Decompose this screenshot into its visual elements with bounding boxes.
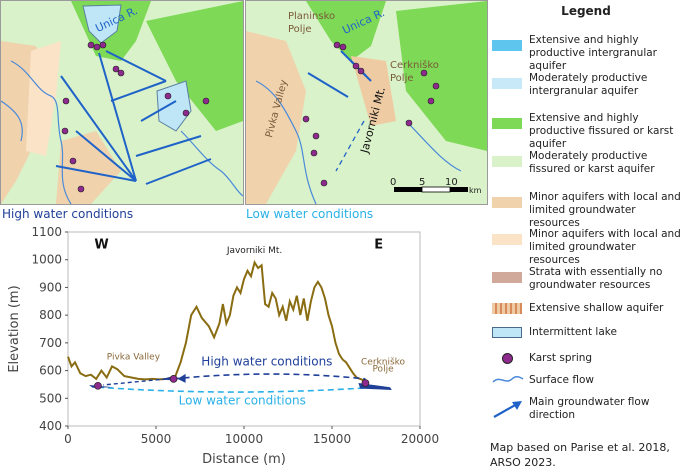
legend-swatch bbox=[492, 40, 522, 51]
label-pivka-valley: Pivka Valley bbox=[107, 352, 161, 362]
legend-label: Extensive and highly productive fissured… bbox=[529, 112, 674, 150]
label-low-water: Low water conditions bbox=[179, 393, 306, 407]
legend-label: Intermittent lake bbox=[529, 326, 617, 338]
legend-swatch bbox=[492, 234, 522, 245]
legend-label: Surface flow bbox=[529, 374, 594, 386]
groundwater-flow-arrow-icon bbox=[493, 401, 522, 418]
legend-swatch bbox=[492, 118, 522, 129]
label-cerknisko-line2: Polje bbox=[372, 364, 394, 374]
elevation-profile-line bbox=[67, 260, 368, 383]
legend-label: Moderately productive intergranular aqui… bbox=[529, 72, 648, 97]
legend-label: Main groundwater flow direction bbox=[529, 396, 650, 421]
scale-tick-10: 10 bbox=[445, 177, 458, 188]
x-tick-label: 5000 bbox=[141, 432, 172, 446]
legend-label: Minor aquifers with local and limited gr… bbox=[529, 191, 681, 229]
legend-item-groundwater-flow: Main groundwater flow direction bbox=[487, 396, 685, 426]
high-water-arrowhead bbox=[177, 373, 186, 383]
direction-east: E bbox=[374, 238, 383, 253]
y-tick-label: 400 bbox=[39, 419, 62, 433]
map-label-planinsko-text: Planinsko Polje bbox=[288, 11, 336, 35]
legend-item-karst-moderate: Moderately productive fissured or karst … bbox=[487, 150, 685, 180]
high-water-map-graphic bbox=[1, 1, 243, 204]
surface-flow-icon bbox=[492, 375, 524, 383]
y-tick-label: 1100 bbox=[31, 226, 62, 239]
label-javorniki: Javorniki Mt. bbox=[226, 246, 282, 256]
x-axis-title: Distance (m) bbox=[202, 452, 286, 467]
legend-item-karst-high: Extensive and highly productive fissured… bbox=[487, 112, 685, 150]
legend-item-intermittent-lake: Intermittent lake bbox=[487, 326, 685, 356]
y-tick-label: 800 bbox=[39, 308, 62, 322]
scale-tick-5: 5 bbox=[419, 177, 426, 188]
karst-spring-icon bbox=[502, 353, 513, 364]
legend-swatch bbox=[492, 78, 522, 89]
legend-item-intergranular-high: Extensive and highly productive intergra… bbox=[487, 34, 685, 72]
label-high-water: High water conditions bbox=[201, 355, 332, 369]
high-water-flow-path bbox=[173, 373, 366, 380]
high-water-map: Unica R. bbox=[0, 0, 244, 205]
legend-item-karst-spring: Karst spring bbox=[487, 352, 685, 382]
karst-spring-marker bbox=[361, 379, 370, 387]
low-water-caption: Low water conditions bbox=[246, 207, 374, 221]
y-tick-label: 500 bbox=[39, 391, 62, 405]
legend-label: Extensive shallow aquifer bbox=[529, 302, 664, 314]
legend: Legend Extensive and highly productive i… bbox=[487, 0, 685, 474]
map-label-cerknisko: Cerkniško Polje bbox=[390, 59, 450, 85]
source-note-line-1: Map based on Parise et al. 2018, bbox=[490, 441, 670, 454]
legend-item-surface-flow: Surface flow bbox=[487, 374, 685, 404]
map-label-planinsko: Planinsko Polje bbox=[288, 10, 358, 36]
legend-label: Minor aquifers with local and limited gr… bbox=[529, 228, 681, 266]
legend-title: Legend bbox=[561, 4, 611, 18]
legend-swatch bbox=[492, 327, 522, 338]
legend-swatch-hatched bbox=[492, 303, 522, 314]
legend-swatch bbox=[492, 156, 522, 167]
legend-item-no-groundwater: Strata with essentially no groundwater r… bbox=[487, 266, 685, 296]
scale-unit: km bbox=[469, 186, 482, 195]
source-note: Map based on Parise et al. 2018, ARSO 20… bbox=[490, 440, 670, 470]
legend-swatch bbox=[492, 272, 522, 283]
karst-spring-marker bbox=[169, 375, 178, 383]
x-tick-label: 15000 bbox=[313, 432, 351, 446]
y-tick-label: 600 bbox=[39, 364, 62, 378]
y-tick-label: 900 bbox=[39, 280, 62, 294]
legend-item-shallow-aquifer: Extensive shallow aquifer bbox=[487, 302, 685, 332]
legend-item-intergranular-moderate: Moderately productive intergranular aqui… bbox=[487, 72, 685, 102]
source-note-line-2: ARSO 2023. bbox=[490, 456, 556, 469]
legend-label: Extensive and highly productive intergra… bbox=[529, 34, 657, 72]
legend-label: Moderately productive fissured or karst … bbox=[529, 150, 655, 175]
legend-swatch bbox=[492, 197, 522, 208]
scale-tick-0: 0 bbox=[390, 177, 397, 188]
x-tick-label: 10000 bbox=[225, 432, 263, 446]
low-water-map-graphic bbox=[246, 1, 487, 204]
legend-item-minor-aquifers-a: Minor aquifers with local and limited gr… bbox=[487, 191, 685, 229]
plot-area bbox=[67, 231, 421, 427]
high-water-flow-segment bbox=[103, 378, 167, 386]
direction-west: W bbox=[94, 238, 108, 253]
y-tick-label: 1000 bbox=[31, 253, 62, 267]
label-cerknisko-line1: Cerkniško bbox=[361, 356, 406, 367]
map-label-cerknisko-text: Cerkniško Polje bbox=[390, 60, 439, 84]
high-water-caption: High water conditions bbox=[2, 207, 134, 221]
legend-label: Karst spring bbox=[529, 352, 593, 364]
x-tick-label: 0 bbox=[64, 432, 72, 446]
karst-spring-marker bbox=[94, 381, 102, 390]
low-water-map: Planinsko Polje Unica R. Cerkniško Polje… bbox=[245, 0, 488, 205]
elevation-profile-chart: 400 500 600 700 800 900 1000 1100 0 5000 10000 1500… bbox=[7, 226, 439, 467]
low-water-flow-path bbox=[97, 386, 377, 393]
y-tick-label: 700 bbox=[39, 336, 62, 350]
legend-label: Strata with essentially no groundwater r… bbox=[529, 266, 663, 291]
x-tick-label: 20000 bbox=[401, 432, 439, 446]
legend-item-minor-aquifers-b: Minor aquifers with local and limited gr… bbox=[487, 228, 685, 266]
y-axis-title: Elevation (m) bbox=[7, 285, 22, 372]
